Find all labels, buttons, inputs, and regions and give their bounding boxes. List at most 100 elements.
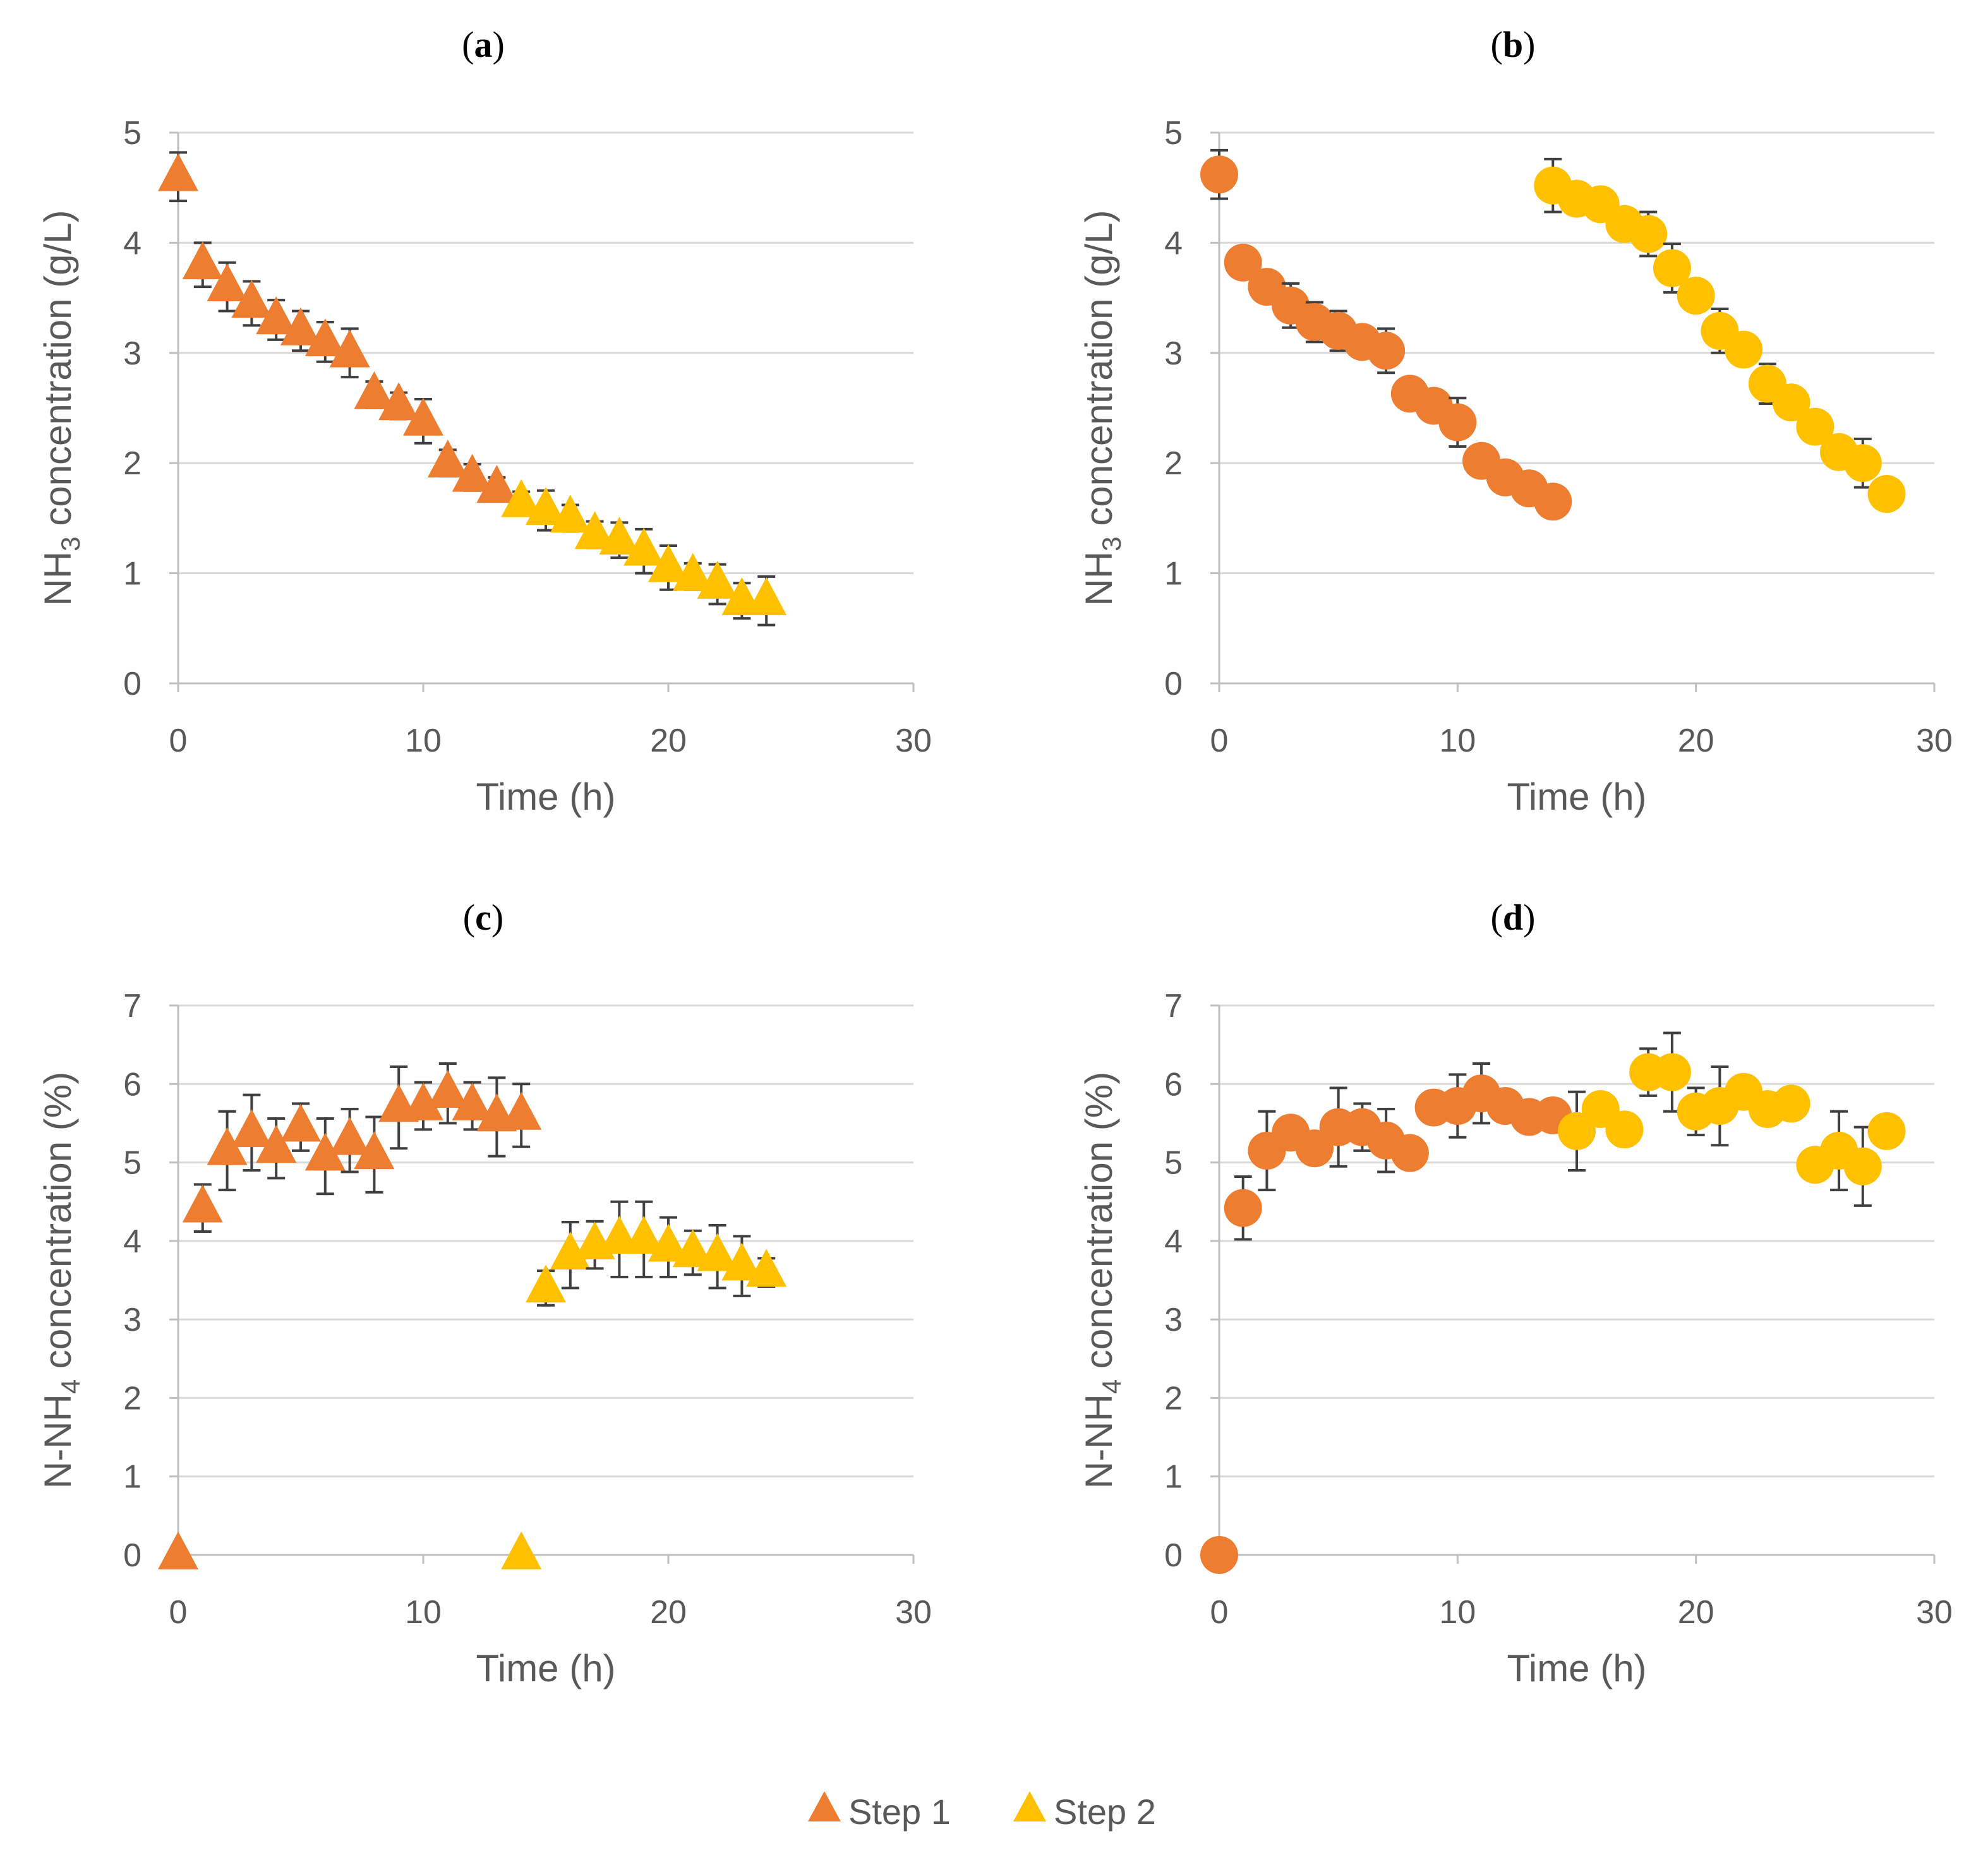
data-point: [672, 1229, 713, 1268]
data-point: [746, 577, 787, 615]
x-tick-label: 0: [1210, 723, 1229, 759]
y-tick-label: 5: [123, 115, 142, 152]
x-axis-label: Time (h): [476, 1647, 615, 1689]
x-tick-label: 10: [1439, 1594, 1476, 1631]
legend: Step 1 Step 2: [808, 1791, 1156, 1832]
y-tick-label: 4: [1164, 225, 1183, 261]
data-point: [1200, 155, 1238, 194]
data-point: [550, 1232, 591, 1270]
data-point: [746, 1249, 787, 1287]
x-axis-label: Time (h): [1507, 1647, 1646, 1689]
data-point: [624, 527, 665, 566]
x-tick-label: 10: [1439, 723, 1476, 759]
data-point: [329, 329, 370, 368]
y-tick-label: 0: [123, 1537, 142, 1574]
data-point: [329, 1117, 370, 1155]
data-point: [599, 517, 640, 555]
data-point: [1534, 483, 1572, 521]
data-point: [158, 153, 198, 191]
data-point: [354, 371, 395, 409]
data-point: [1843, 444, 1882, 483]
x-tick-label: 30: [895, 1594, 932, 1631]
data-point: [1224, 1189, 1262, 1227]
data-point: [256, 1125, 297, 1163]
y-tick-label: 1: [1164, 556, 1183, 592]
x-tick-label: 30: [1916, 1594, 1953, 1631]
data-point: [672, 553, 713, 591]
y-tick-label: 7: [1164, 988, 1183, 1024]
series-step-1: [158, 151, 517, 503]
data-point: [1772, 1084, 1810, 1123]
data-point: [427, 440, 468, 477]
y-axis-label: N-NH4 concentration (%): [1078, 1072, 1126, 1489]
y-tick-label: 7: [123, 988, 142, 1024]
y-tick-label: 1: [1164, 1459, 1183, 1496]
y-tick-label: 6: [1164, 1066, 1183, 1103]
y-tick-label: 3: [1164, 1302, 1183, 1338]
series-step-2: [1534, 157, 1906, 513]
data-point: [1224, 243, 1262, 282]
legend-label: Step 2: [1054, 1792, 1156, 1832]
y-tick-label: 3: [123, 335, 142, 372]
y-tick-label: 4: [1164, 1223, 1183, 1260]
x-tick-label: 10: [405, 723, 442, 759]
panel-title: (c): [463, 897, 503, 938]
data-point: [280, 307, 321, 345]
data-point: [1629, 215, 1668, 253]
panel-a: (a) 0 1 2 3 4 5 0 10 20 30 Time (h) NH3 concentratio…: [37, 24, 932, 818]
y-tick-label: 5: [1164, 115, 1183, 152]
y-axis-label: NH3 concentration (g/L): [1078, 210, 1126, 606]
data-point: [1867, 1112, 1906, 1150]
panel-d: (d) 0 1 2 3 4 5 6 7 0 10 20 30 Time (h) N-NH4 concentr…: [1078, 897, 1953, 1689]
data-point: [304, 1132, 346, 1171]
series-step-1: [158, 1062, 542, 1569]
data-point: [1367, 332, 1406, 370]
y-tick-label: 2: [123, 445, 142, 482]
data-point: [1200, 1536, 1238, 1574]
data-point: [697, 560, 738, 599]
data-point: [697, 1233, 738, 1271]
panel-title: (b): [1491, 24, 1536, 65]
data-point: [304, 318, 346, 357]
series-step-1: [1200, 1062, 1572, 1574]
data-point: [550, 495, 591, 533]
panel-c: (c) 0 1 2 3 4 5 6 7 0 10 20 30 Time (h) N-NH4 concentr…: [37, 897, 932, 1689]
data-point: [721, 1242, 762, 1281]
panel-b: (b) 0 1 2 3 4 5 0 10 20 30 Time (h) NH3 concentratio…: [1078, 24, 1953, 818]
data-point: [1653, 1053, 1691, 1091]
data-point: [476, 465, 517, 503]
x-tick-label: 0: [1210, 1594, 1229, 1631]
y-tick-label: 2: [1164, 1380, 1183, 1417]
data-point: [427, 1070, 468, 1108]
legend-marker-icon: [1013, 1791, 1046, 1821]
x-tick-label: 10: [405, 1594, 442, 1631]
data-point: [1725, 330, 1763, 369]
data-point: [207, 1127, 248, 1165]
series-step-1: [1200, 148, 1572, 521]
data-point: [1605, 1110, 1644, 1149]
x-axis-label: Time (h): [476, 776, 615, 818]
data-point: [501, 1091, 542, 1130]
data-point: [207, 263, 248, 301]
x-tick-label: 20: [650, 1594, 687, 1631]
data-point: [526, 486, 566, 525]
y-tick-label: 3: [1164, 335, 1183, 372]
x-tick-label: 0: [169, 1594, 188, 1631]
data-point: [182, 241, 223, 280]
y-axis-label: N-NH4 concentration (%): [37, 1072, 85, 1489]
data-point: [648, 1223, 689, 1262]
y-tick-label: 0: [1164, 1537, 1183, 1574]
data-point: [158, 1531, 198, 1569]
y-tick-label: 4: [123, 225, 142, 261]
data-point: [354, 1131, 395, 1169]
y-tick-label: 1: [123, 556, 142, 592]
y-tick-label: 5: [1164, 1145, 1183, 1182]
y-tick-label: 1: [123, 1459, 142, 1496]
data-point: [624, 1216, 665, 1254]
data-point: [1653, 249, 1691, 287]
y-tick-label: 2: [1164, 445, 1183, 482]
data-point: [1558, 1112, 1596, 1150]
legend-marker-icon: [808, 1791, 841, 1821]
